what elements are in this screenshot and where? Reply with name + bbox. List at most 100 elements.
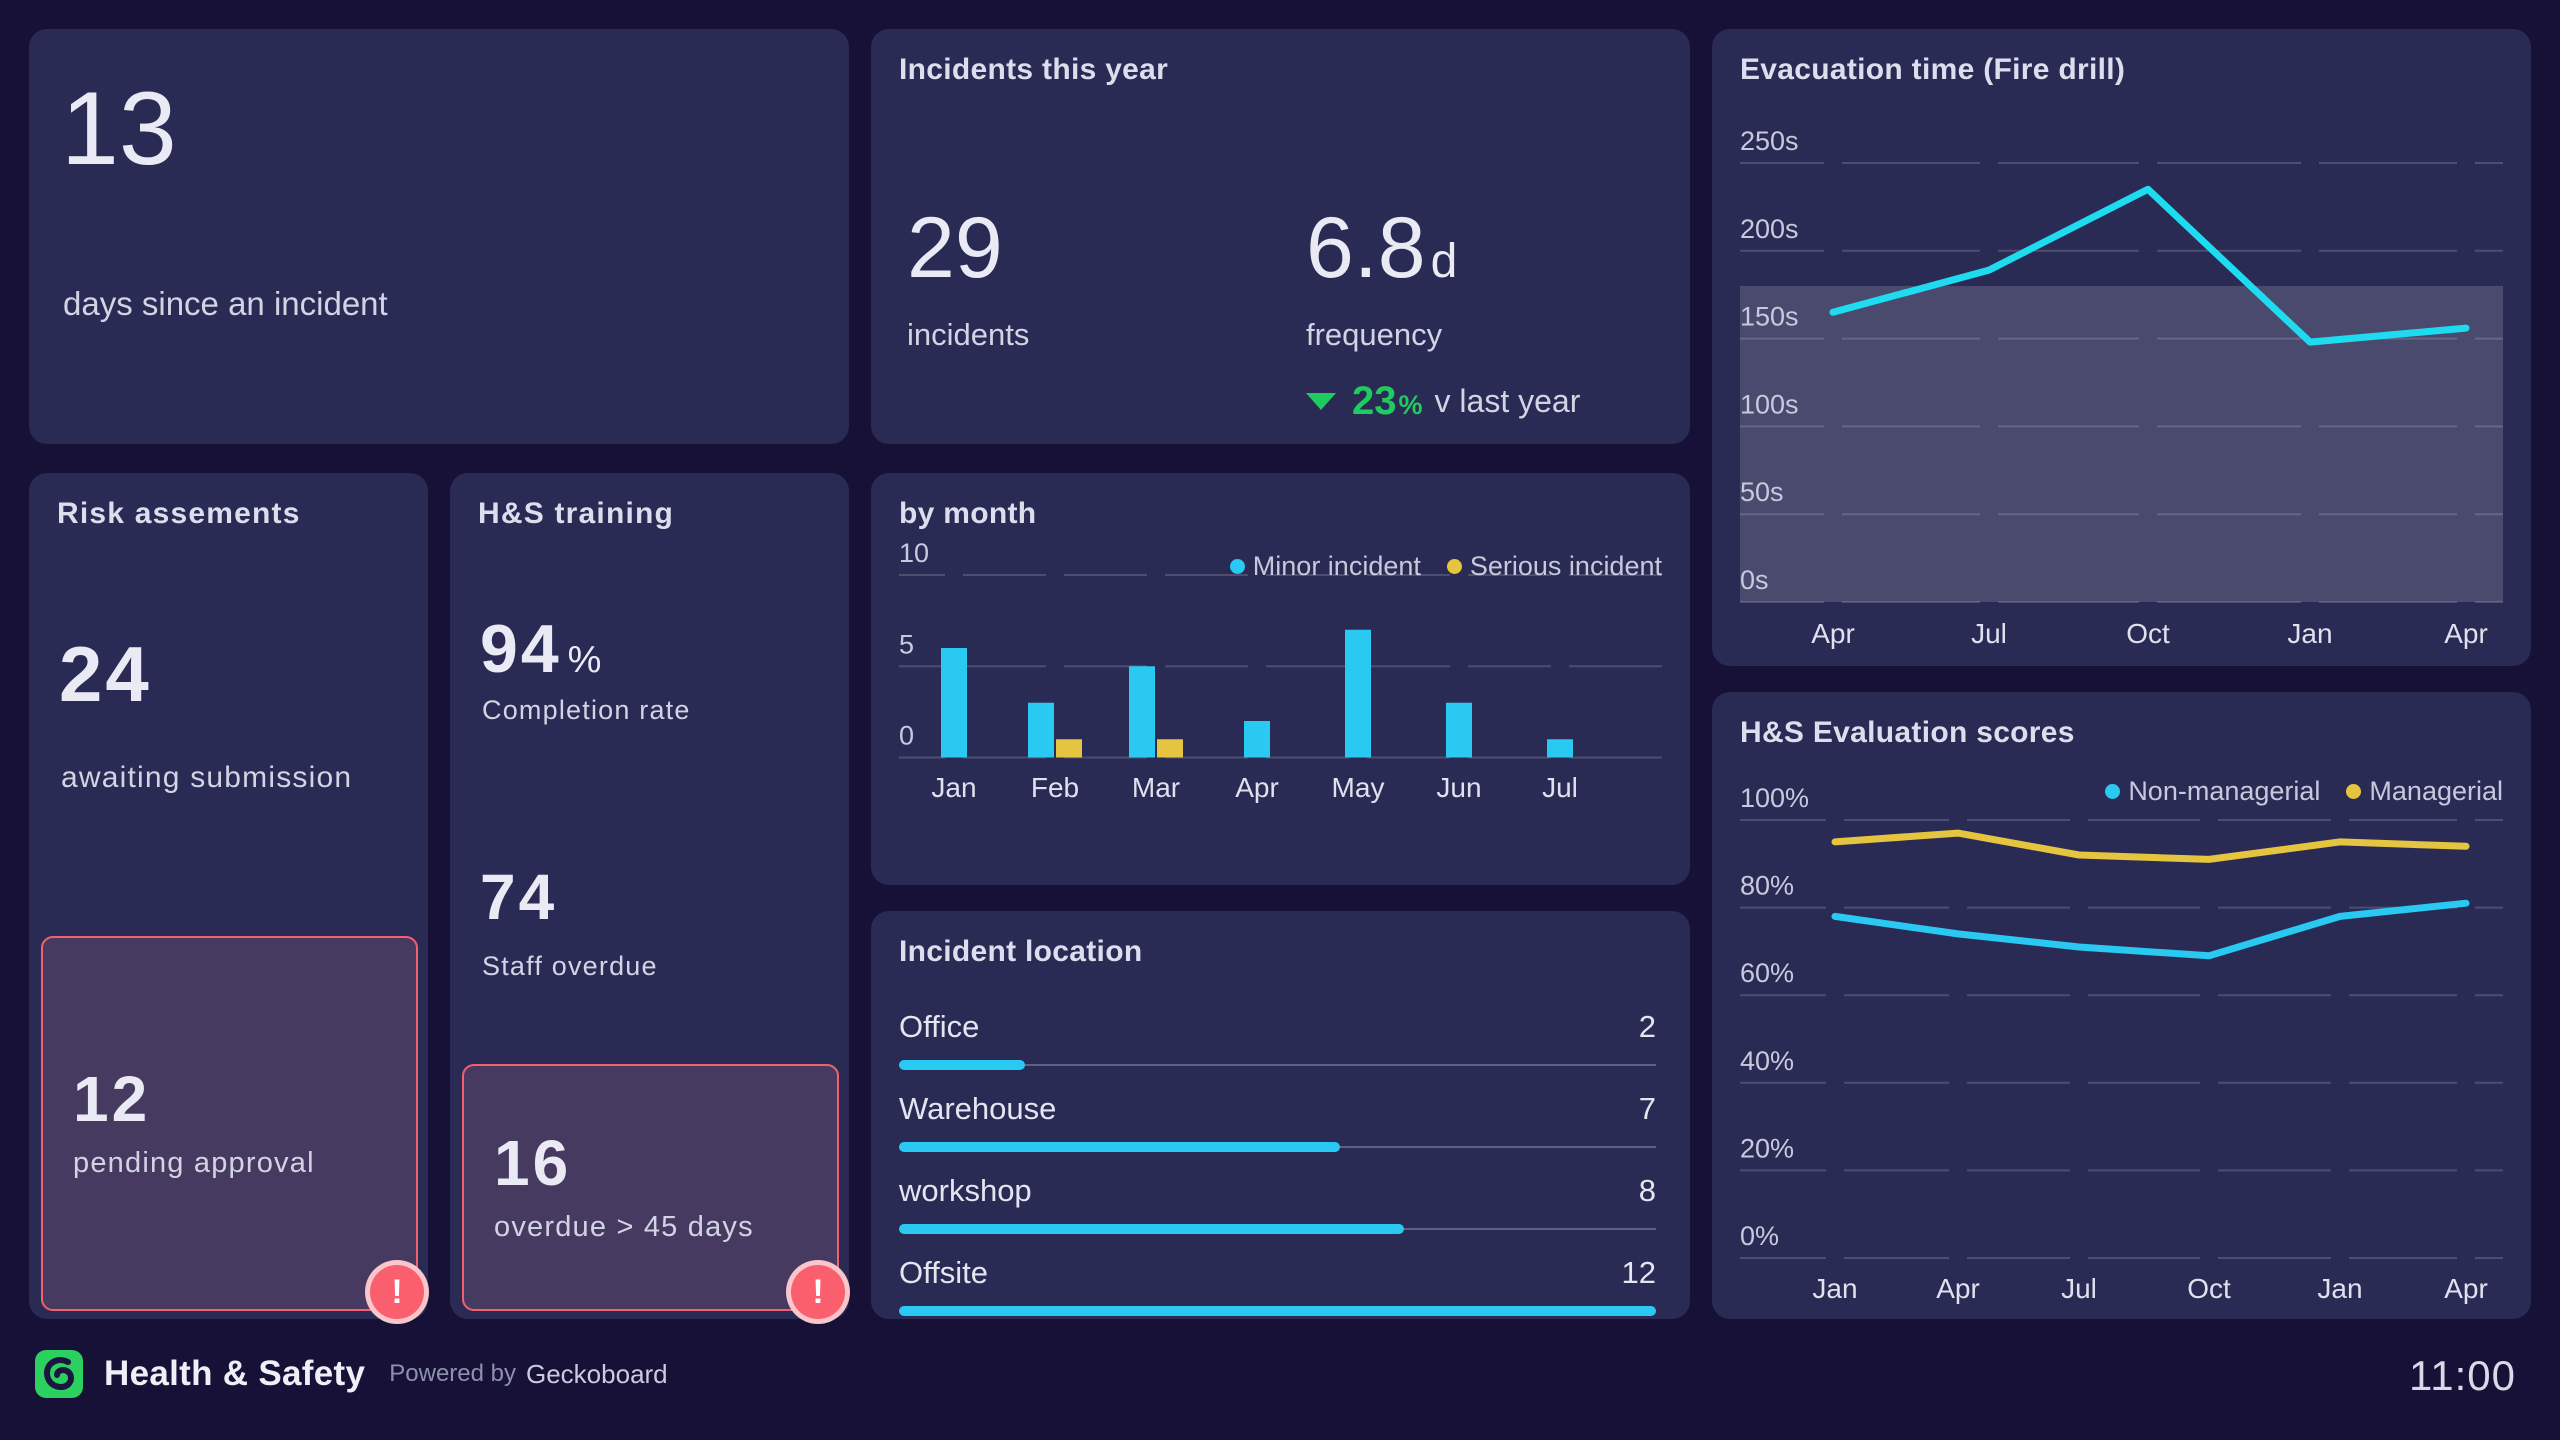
location-value: 2: [1638, 1009, 1656, 1044]
y-tick-label: 40%: [1740, 1046, 1794, 1076]
legend-item-managerial: Managerial: [2346, 776, 2503, 807]
incidents-count-label: incidents: [907, 317, 1030, 352]
location-row: workshop 8: [899, 1173, 1656, 1235]
legend-item-minor-incident: Minor incident: [1229, 551, 1421, 582]
by-month-legend: Minor incident Serious incident: [1229, 551, 1662, 582]
legend-dot-icon: [2346, 784, 2362, 799]
change-unit: %: [1398, 390, 1423, 420]
bar: [1547, 739, 1573, 758]
y-tick-label: 150s: [1740, 302, 1799, 332]
training-overdue-alert-panel: 16 overdue > 45 days !: [462, 1064, 845, 1319]
location-label: Offsite: [899, 1255, 989, 1290]
dashboard-brand-title: Health & Safety: [104, 1354, 366, 1393]
card-risk-assessments: Risk assements 24 awaiting submission 12…: [29, 473, 428, 1319]
location-value: 8: [1638, 1173, 1656, 1208]
x-tick-label: Jul: [1542, 772, 1578, 803]
card-evacuation-time-chart: Evacuation time (Fire drill) 250s 200s 150…: [1712, 29, 2531, 666]
training-completion-label: Completion rate: [482, 695, 691, 725]
y-tick-label: 10: [899, 538, 929, 568]
training-completion-group: 94%: [480, 615, 601, 683]
evaluation-chart-title: H&S Evaluation scores: [1740, 716, 2075, 749]
x-tick-label: May: [1332, 772, 1385, 803]
bar: [941, 648, 967, 758]
training-completion-value: 94: [480, 611, 562, 687]
bar-fill: [899, 1306, 1656, 1316]
days-since-value: 13: [61, 71, 177, 187]
change-label: v last year: [1434, 383, 1581, 419]
bar: [1244, 721, 1270, 758]
risk-pending-value: 12: [73, 1063, 151, 1135]
bar-fill: [899, 1142, 1341, 1152]
y-tick-label: 0s: [1740, 565, 1769, 595]
frequency-value: 6.8: [1306, 200, 1426, 296]
x-tick-label: Jan: [931, 772, 976, 803]
risk-awaiting-label: awaiting submission: [61, 761, 353, 794]
location-label: Office: [899, 1009, 980, 1044]
y-tick-label: 0: [899, 721, 914, 751]
legend-label: Serious incident: [1469, 551, 1662, 581]
x-tick-label: Feb: [1031, 772, 1079, 803]
x-tick-label: Jul: [1971, 618, 2007, 649]
incident-location-list: Office 2 Warehouse 7 workshop 8 Offsite 12: [899, 1009, 1656, 1337]
legend-dot-icon: [1446, 559, 1462, 574]
location-label: workshop: [899, 1173, 1032, 1208]
change-value: 23: [1352, 379, 1397, 423]
training-card-title: H&S training: [478, 497, 675, 530]
x-tick-label: Oct: [2126, 618, 2170, 649]
series-line-non-managerial: [1831, 899, 2470, 960]
x-tick-label: Jan: [2287, 618, 2332, 649]
legend-label: Non-managerial: [2128, 776, 2321, 806]
card-incidents-by-month-chart: by month Minor incident Serious incident …: [871, 473, 1690, 885]
x-tick-label: Apr: [1936, 1273, 1980, 1304]
y-tick-label: 50s: [1740, 477, 1784, 507]
x-tick-label: Apr: [1811, 618, 1855, 649]
x-tick-label: Apr: [1235, 772, 1279, 803]
bar-fill: [899, 1224, 1404, 1234]
incidents-card-title: Incidents this year: [899, 53, 1169, 86]
location-row: Office 2: [899, 1009, 1656, 1071]
y-tick-label: 100%: [1740, 783, 1809, 813]
y-tick-label: 200s: [1740, 214, 1799, 244]
training-overdue-value: 74: [480, 861, 558, 933]
geckoboard-wordmark: Geckoboard: [526, 1358, 668, 1389]
training-completion-unit: %: [567, 639, 602, 681]
card-incidents-this-year: Incidents this year 29 incidents 6.8 d fr…: [871, 29, 1690, 444]
evacuation-line-chart: 250s 200s 150s 100s 50s 0s Apr Jul Oct Jan Apr: [1740, 126, 2503, 649]
alert-exclamation-icon: !: [370, 1265, 424, 1319]
footer: Health & Safety Powered by Geckoboard: [34, 1349, 668, 1399]
bar: [1157, 739, 1183, 758]
change-value-group: 23%: [1352, 379, 1423, 424]
legend-label: Minor incident: [1252, 551, 1421, 581]
series-line-evacuation-time: [1829, 185, 2470, 346]
risk-card-title: Risk assements: [57, 497, 301, 530]
legend-item-non-managerial: Non-managerial: [2105, 776, 2320, 807]
risk-pending-alert-panel: 12 pending approval !: [41, 936, 424, 1319]
frequency-label: frequency: [1306, 317, 1443, 352]
y-tick-label: 80%: [1740, 871, 1794, 901]
legend-label: Managerial: [2369, 776, 2503, 806]
evaluation-legend: Non-managerial Managerial: [2105, 776, 2503, 807]
by-month-bar-chart: 10 5 0 Jan Feb Mar Apr May Jun Jul: [899, 538, 1662, 803]
y-tick-label: 20%: [1740, 1133, 1794, 1163]
legend-item-serious-incident: Serious incident: [1446, 551, 1662, 582]
series-line-managerial: [1831, 829, 2470, 863]
x-tick-label: Oct: [2187, 1273, 2231, 1304]
arrow-down-icon: [1306, 393, 1336, 410]
geckoboard-logo-icon: [35, 1350, 83, 1398]
risk-pending-label: pending approval: [73, 1147, 315, 1179]
bar-track: [899, 1064, 1656, 1066]
bar: [1028, 702, 1054, 758]
bar: [1446, 702, 1472, 758]
risk-awaiting-value: 24: [59, 630, 152, 718]
x-tick-label: Jan: [2317, 1273, 2362, 1304]
evaluation-line-chart: 100% 80% 60% 40% 20% 0% Jan Apr Jul Oct Jan Apr: [1740, 783, 2503, 1304]
legend-dot-icon: [2105, 784, 2121, 799]
location-card-title: Incident location: [899, 935, 1143, 968]
card-days-since-incident: 13 days since an incident: [29, 29, 849, 444]
legend-dot-icon: [1229, 559, 1245, 574]
x-tick-label: Apr: [2444, 618, 2488, 649]
x-tick-label: Apr: [2444, 1273, 2488, 1304]
card-incident-location: Incident location Office 2 Warehouse 7 works…: [871, 911, 1690, 1319]
training-alert-label: overdue > 45 days: [494, 1211, 754, 1243]
bar: [1345, 629, 1371, 758]
